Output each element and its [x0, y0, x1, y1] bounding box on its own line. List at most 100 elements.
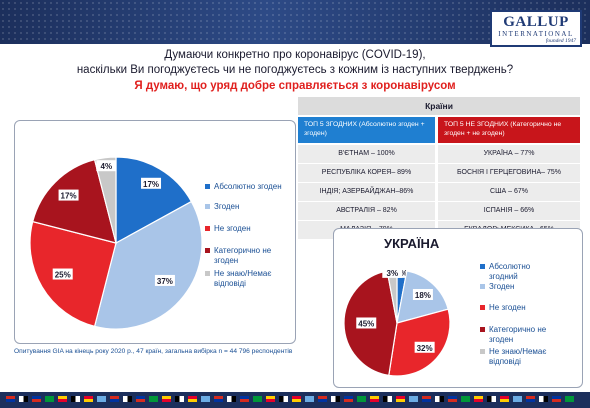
legend-swatch: [480, 305, 485, 310]
data-label: 32%: [417, 344, 433, 353]
logo-founded: founded 1947: [545, 38, 576, 44]
data-label: 17%: [61, 192, 77, 201]
flag-icon: [110, 396, 119, 402]
flag-icon: [58, 396, 67, 402]
slice-agree: [93, 200, 203, 330]
legend-swatch: [480, 327, 485, 332]
legend-label: Згоден: [214, 202, 240, 211]
flag-icon: [201, 396, 210, 402]
legend-item: Категорично не згоден: [480, 325, 560, 345]
slice-dont-know: [93, 156, 117, 244]
legend-label: Не згоден: [214, 224, 251, 233]
legend-item: Абсолютно згодний: [480, 262, 560, 282]
legend-swatch: [205, 184, 210, 189]
flag-icon: [487, 396, 496, 402]
data-label: 37%: [157, 277, 173, 286]
legend-label: Не знаю/Немає відповіді: [489, 347, 547, 366]
data-label-bg: [412, 288, 433, 300]
top-disagree-header: ТОП 5 НЕ ЗГОДНИХ (Категорично не згоден …: [438, 117, 580, 143]
title-line-2: наскільки Ви погоджуєтесь чи не погоджує…: [76, 64, 514, 76]
flag-icon: [565, 396, 574, 402]
flag-icon: [357, 396, 366, 402]
legend-item: Категорично не згоден: [205, 246, 285, 266]
flag-icon: [162, 396, 171, 402]
data-label: 17%: [143, 180, 159, 189]
flag-strip: [0, 392, 590, 408]
flag-icon: [344, 396, 353, 402]
legend-item: Абсолютно згоден: [205, 182, 285, 192]
flag-icon: [214, 396, 223, 402]
flag-icon: [175, 396, 184, 402]
legend-item: Згоден: [205, 202, 285, 212]
legend-item: Не згоден: [205, 224, 285, 234]
slice-strongly-disagree: [31, 158, 117, 244]
legend-swatch: [205, 271, 210, 276]
ukraine-pie-panel: 3%18%32%45%3%: [333, 228, 583, 388]
agree-cell: В'ЄТНАМ – 100%: [298, 145, 435, 163]
agree-cell: РЕСПУБЛІКА КОРЕЯ– 89%: [298, 164, 435, 182]
flag-icon: [461, 396, 470, 402]
flag-icon: [266, 396, 275, 402]
legend-item: Не згоден: [480, 303, 560, 313]
gallup-logo: GALLUP INTERNATIONAL founded 1947: [490, 10, 582, 47]
legend-swatch: [480, 264, 485, 269]
flag-icon: [123, 396, 132, 402]
flag-icon: [45, 396, 54, 402]
agree-cell: АВСТРАЛІЯ – 82%: [298, 202, 435, 220]
legend-item: Згоден: [480, 282, 560, 292]
data-label: 45%: [358, 319, 374, 328]
flag-icon: [409, 396, 418, 402]
flag-icon: [370, 396, 379, 402]
data-label: 18%: [415, 291, 431, 300]
ukraine-title: УКРАЇНА: [384, 236, 440, 251]
flag-icon: [552, 396, 561, 402]
flag-icon: [305, 396, 314, 402]
flag-icon: [227, 396, 236, 402]
legend-label: Абсолютно згодний: [489, 262, 531, 281]
global-pie-panel: 17% 37% 25% 17% 4%: [14, 120, 296, 344]
legend-label: Згоден: [489, 282, 515, 291]
slice-disagree: [29, 220, 117, 328]
global-pie-chart: 17% 37% 25% 17% 4%: [29, 156, 203, 330]
countries-header: Країни: [298, 97, 580, 115]
disagree-cell: США – 67%: [438, 183, 580, 201]
flag-icon: [279, 396, 288, 402]
legend-label: Не згоден: [489, 303, 526, 312]
flag-icon: [149, 396, 158, 402]
slice-fully-agree: [115, 156, 193, 245]
flag-icon: [513, 396, 522, 402]
survey-note: Опитування GIA на кінець року 2020 р., 4…: [14, 348, 293, 355]
flag-icon: [318, 396, 327, 402]
flag-icon: [32, 396, 41, 402]
flag-icon: [188, 396, 197, 402]
logo-name: GALLUP: [503, 14, 569, 30]
data-label-bg: [141, 177, 162, 189]
flag-icon: [6, 396, 15, 402]
flag-icon: [474, 396, 483, 402]
data-label-bg: [58, 189, 79, 201]
legend-swatch: [480, 349, 485, 354]
legend-label: Категорично не згоден: [489, 325, 547, 344]
legend-label: Категорично не згоден: [214, 246, 272, 265]
data-label-bg: [154, 274, 175, 286]
flag-icon: [331, 396, 340, 402]
disagree-cell: БОСНІЯ І ГЕРЦЕГОВИНА– 75%: [438, 164, 580, 182]
disagree-cell: ІСПАНІЯ – 66%: [438, 202, 580, 220]
data-label-bg: [414, 341, 435, 353]
flag-icon: [97, 396, 106, 402]
flag-icon: [240, 396, 249, 402]
agree-cell: ІНДІЯ; АЗЕРБАЙДЖАН–86%: [298, 183, 435, 201]
page-title: Думаючи конкретно про коронавірус (COVID…: [40, 48, 550, 78]
data-label: 25%: [55, 271, 71, 280]
title-line-1: Думаючи конкретно про коронавірус (COVID…: [164, 49, 426, 61]
flag-icon: [526, 396, 535, 402]
data-label-bg: [356, 317, 377, 329]
flag-icon: [136, 396, 145, 402]
top-agree-header: ТОП 5 ЗГОДНИХ (Абсолютно згоден + згоден…: [298, 117, 435, 143]
page-subtitle: Я думаю, що уряд добре справляється з ко…: [134, 80, 456, 92]
flag-icon: [19, 396, 28, 402]
legend-swatch: [480, 284, 485, 289]
ukraine-pie-chart: 3%18%32%45%3%: [343, 266, 451, 377]
data-label: 4%: [101, 162, 113, 171]
flag-icon: [383, 396, 392, 402]
